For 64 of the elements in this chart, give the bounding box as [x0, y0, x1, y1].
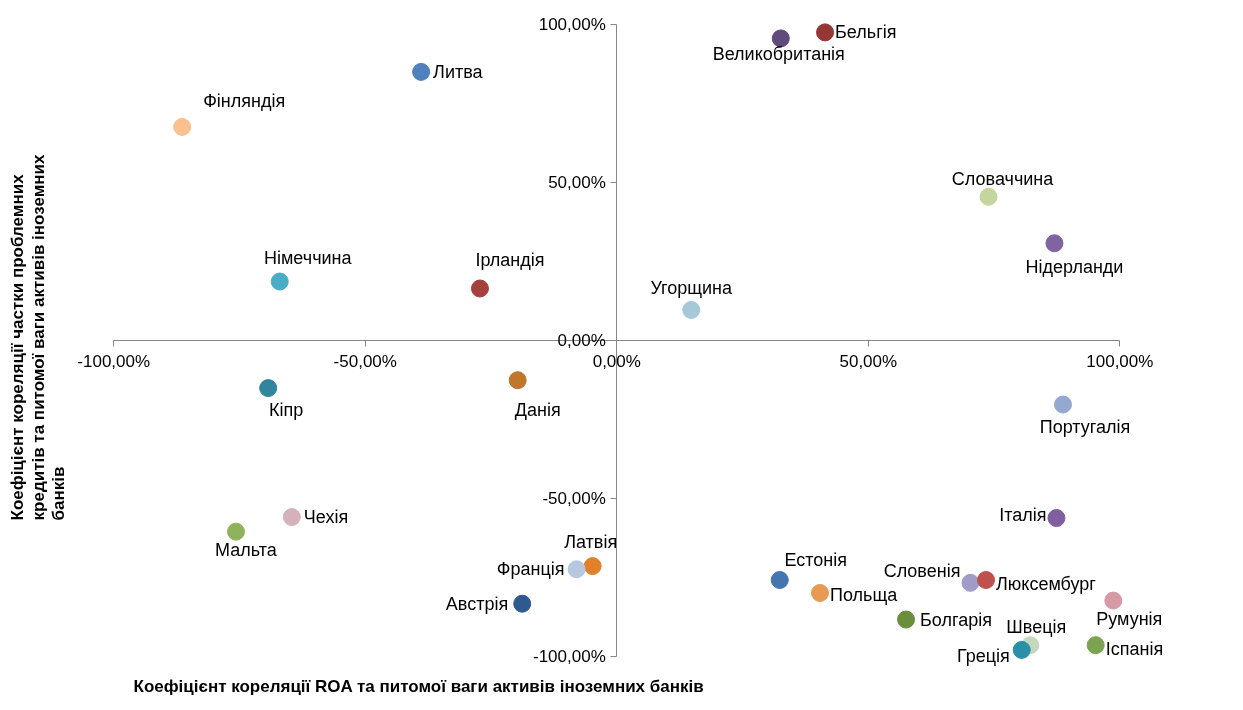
y-tick-label: 0,00% — [557, 331, 606, 351]
point — [977, 571, 996, 589]
point — [1045, 234, 1064, 253]
series-label: Естонія — [784, 550, 848, 571]
point — [173, 117, 192, 136]
point — [270, 272, 289, 291]
series-label: Франція — [496, 559, 565, 580]
x-tick-label: 100,00% — [1086, 351, 1154, 371]
x-tick-label: -100,00% — [77, 351, 151, 371]
series-label: Данія — [514, 400, 561, 421]
series-label: Швеція — [1006, 617, 1067, 638]
series-label: Німеччина — [263, 247, 353, 268]
y-tick-label: -100,00% — [533, 647, 606, 667]
series-label: Болгарія — [920, 609, 992, 630]
series-label: Нідерланди — [1025, 257, 1124, 278]
series-label: Австрія — [445, 593, 509, 614]
series-label: Греція — [956, 645, 1010, 666]
series-label: Румунія — [1096, 608, 1163, 629]
point — [1104, 591, 1123, 610]
point — [513, 594, 532, 613]
series-label: Латвія — [564, 532, 618, 553]
point — [811, 584, 830, 602]
point — [567, 560, 586, 579]
series-label: Фінляндія — [203, 90, 286, 111]
point — [1086, 636, 1105, 655]
series-label: Іспанія — [1105, 639, 1164, 660]
x-tick-label: -50,00% — [333, 351, 397, 371]
series-label: Великобританія — [712, 44, 845, 65]
point — [682, 301, 701, 319]
point — [583, 557, 602, 576]
x-tick-label: 50,00% — [839, 351, 898, 371]
point — [508, 371, 527, 390]
point — [816, 23, 835, 42]
point — [1047, 509, 1066, 528]
series-label: Словаччина — [951, 168, 1055, 189]
y-tick-label: -50,00% — [542, 489, 606, 509]
series-label: Італія — [999, 505, 1047, 526]
series-label: Словенія — [883, 560, 961, 581]
x-axis-title: Коефіцієнт кореляції ROA та питомої ваги активів іноземних банків — [133, 676, 704, 696]
point — [226, 522, 245, 541]
y-axis-title: Коефіцієнт кореляції частки проблемних кредитів та питомої ваги активів іноземних банків — [7, 154, 69, 521]
point — [961, 573, 980, 592]
point — [897, 610, 916, 629]
point — [412, 62, 431, 81]
point — [1012, 640, 1031, 659]
series-label: Люксембург — [996, 574, 1097, 595]
series-label: Угорщина — [650, 277, 734, 298]
series-label: Мальта — [215, 539, 278, 560]
point — [282, 508, 301, 527]
point — [979, 187, 998, 206]
point — [470, 279, 489, 298]
series-label: Кіпр — [269, 400, 304, 421]
series-label: Литва — [433, 61, 484, 82]
x-tick-label: 0,00% — [592, 351, 641, 371]
series-label: Чехія — [303, 507, 349, 528]
series-label: Ірландія — [475, 250, 545, 271]
point — [770, 571, 789, 589]
series-label: Бельгія — [835, 22, 897, 43]
y-tick-label: 50,00% — [548, 173, 606, 193]
series-label: Польща — [830, 584, 899, 605]
series-label: Португалія — [1039, 416, 1131, 437]
point — [259, 379, 278, 398]
y-tick-label: 100,00% — [538, 14, 606, 34]
point — [1053, 395, 1072, 414]
